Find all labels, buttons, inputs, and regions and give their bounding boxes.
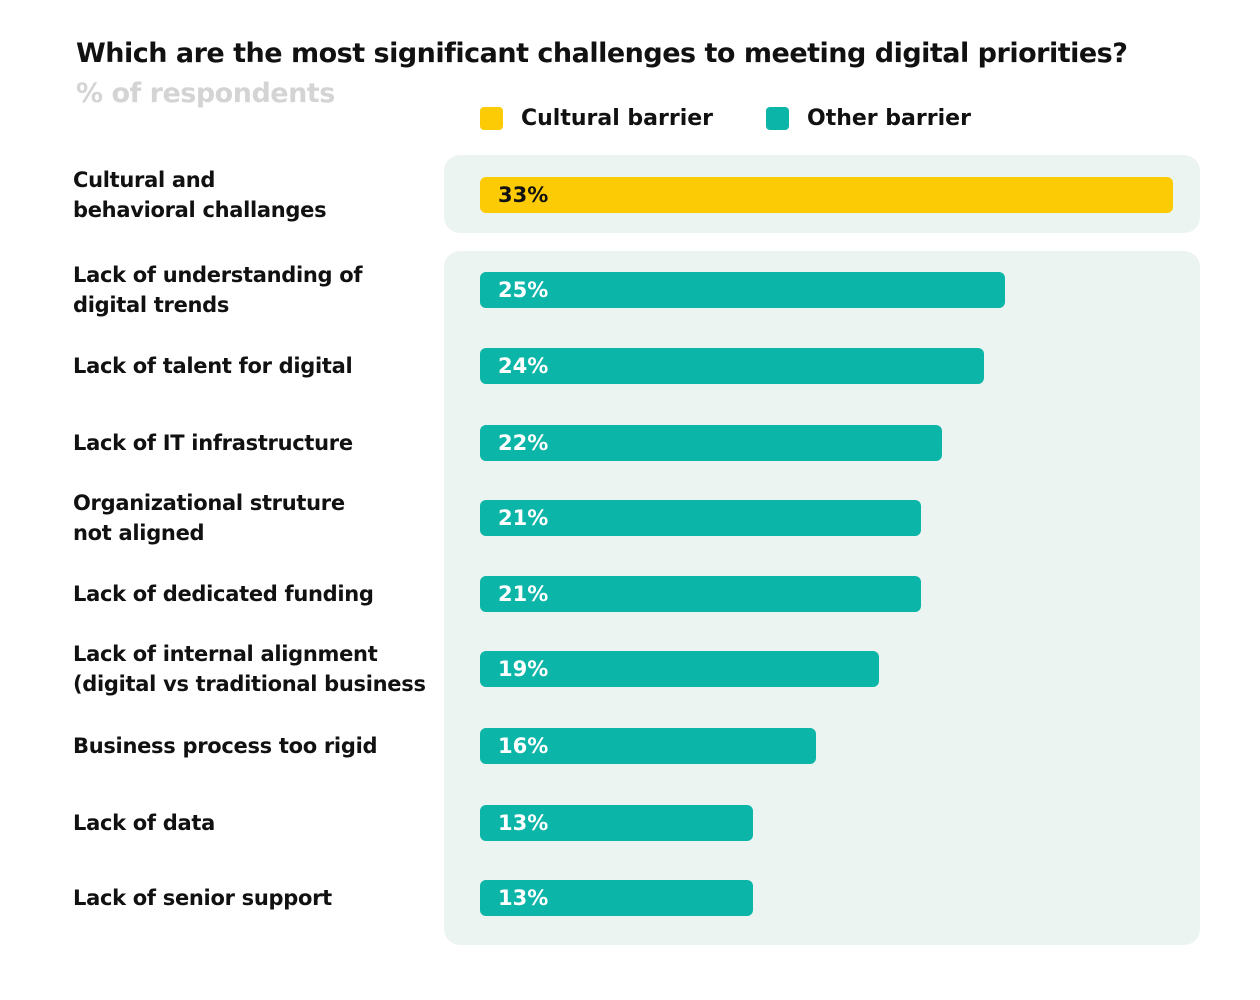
category-label: Lack of IT infrastructure bbox=[73, 431, 353, 455]
data-label: 22% bbox=[498, 431, 549, 455]
bar: 21% bbox=[480, 500, 921, 536]
chart-subtitle: % of respondents bbox=[76, 78, 335, 109]
category-label: Business process too rigid bbox=[73, 734, 378, 758]
data-label: 21% bbox=[498, 582, 549, 606]
data-label: 24% bbox=[498, 354, 549, 378]
data-label: 13% bbox=[498, 886, 549, 910]
data-label: 16% bbox=[498, 734, 549, 758]
bar: 24% bbox=[480, 348, 984, 384]
category-label: Lack of internal alignment (digital vs t… bbox=[73, 642, 426, 696]
chart-title: Which are the most significant challenge… bbox=[76, 38, 1128, 69]
bar: 19% bbox=[480, 651, 879, 687]
legend-item-cultural: Cultural barrier bbox=[480, 106, 713, 131]
category-label: Lack of talent for digital bbox=[73, 354, 353, 378]
legend-swatch-other bbox=[766, 107, 789, 130]
legend-label-cultural: Cultural barrier bbox=[521, 106, 714, 131]
bar: 16% bbox=[480, 728, 816, 764]
data-label: 21% bbox=[498, 506, 549, 530]
bar: 13% bbox=[480, 880, 753, 916]
bar: 22% bbox=[480, 425, 942, 461]
category-label: Lack of dedicated funding bbox=[73, 582, 374, 606]
data-label: 33% bbox=[498, 183, 549, 207]
data-label: 25% bbox=[498, 278, 549, 302]
data-label: 19% bbox=[498, 657, 549, 681]
category-label: Organizational struture not aligned bbox=[73, 491, 345, 545]
category-label: Cultural and behavioral challanges bbox=[73, 168, 327, 222]
legend-label-other: Other barrier bbox=[807, 106, 971, 131]
category-label: Lack of data bbox=[73, 811, 215, 835]
bar: 21% bbox=[480, 576, 921, 612]
legend-item-other: Other barrier bbox=[766, 106, 971, 131]
data-label: 13% bbox=[498, 811, 549, 835]
category-label: Lack of senior support bbox=[73, 886, 332, 910]
bar: 13% bbox=[480, 805, 753, 841]
bar: 25% bbox=[480, 272, 1005, 308]
category-label: Lack of understanding of digital trends bbox=[73, 263, 363, 317]
legend-swatch-cultural bbox=[480, 107, 503, 130]
bar: 33% bbox=[480, 177, 1173, 213]
